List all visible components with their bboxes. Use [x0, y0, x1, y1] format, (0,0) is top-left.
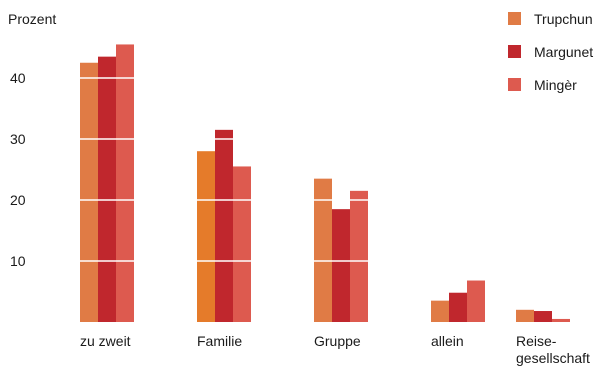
- legend-swatch: [508, 12, 521, 25]
- bar-mingr-0: [116, 44, 134, 322]
- bar-trupchun-4: [516, 309, 534, 322]
- category-label: allein: [431, 333, 464, 349]
- bar-trupchun-2: [314, 178, 332, 322]
- bar-mingr-3: [467, 280, 485, 322]
- bars: [80, 44, 570, 323]
- bar-margunet-4: [534, 311, 552, 322]
- category-label: Familie: [197, 333, 242, 349]
- y-tick-label: 10: [10, 253, 26, 269]
- category-label: zu zweit: [80, 333, 131, 349]
- gridlines: [75, 77, 585, 262]
- y-ticks: 10 20 30 40: [10, 70, 26, 269]
- bar-mingr-2: [350, 190, 368, 322]
- y-tick-label: 20: [10, 192, 26, 208]
- category-label: Reise-: [516, 333, 557, 349]
- bar-mingr-4: [552, 318, 570, 322]
- bar-trupchun-1: [197, 151, 215, 322]
- category-label: Gruppe: [314, 333, 361, 349]
- legend-label: Margunet: [534, 44, 593, 60]
- category-label: gesellschaft: [516, 350, 590, 366]
- bar-trupchun-3: [431, 300, 449, 322]
- legend-label: Trupchun: [534, 11, 593, 27]
- bar-margunet-3: [449, 292, 467, 322]
- legend-swatch: [508, 78, 521, 91]
- y-axis-label: Prozent: [8, 11, 56, 27]
- bar-trupchun-0: [80, 62, 98, 322]
- bar-margunet-0: [98, 56, 116, 323]
- bar-mingr-1: [233, 166, 251, 322]
- y-tick-label: 40: [10, 70, 26, 86]
- y-tick-label: 30: [10, 131, 26, 147]
- bar-margunet-2: [332, 209, 350, 322]
- category-labels: zu zweit Familie Gruppe allein Reise-gesells…: [80, 333, 590, 366]
- legend-label: Mingèr: [534, 77, 577, 93]
- bar-margunet-1: [215, 129, 233, 322]
- legend-swatch: [508, 45, 521, 58]
- legend: Trupchun Margunet Mingèr: [508, 11, 593, 93]
